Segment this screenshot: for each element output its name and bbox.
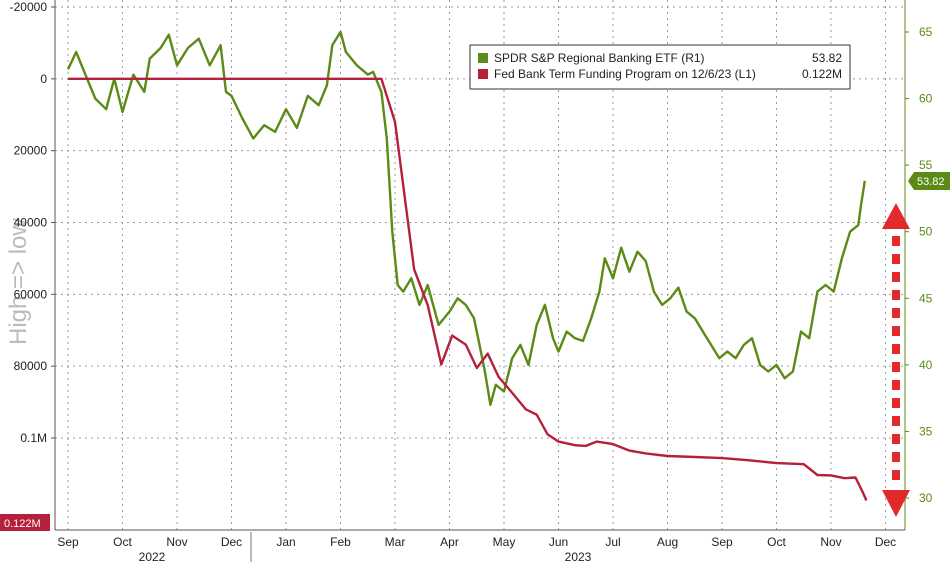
arrow-dash bbox=[892, 362, 900, 372]
x-axis-month-label: Feb bbox=[330, 535, 351, 549]
arrow-dash bbox=[892, 380, 900, 390]
x-axis-month-label: Sep bbox=[711, 535, 733, 549]
left-axis-tick-label: 0.1M bbox=[20, 431, 47, 445]
badge-shape-btfp bbox=[0, 514, 50, 531]
x-axis-month-label: Nov bbox=[166, 535, 187, 549]
x-axis-month-label: Apr bbox=[440, 535, 459, 549]
legend-label-etf: SPDR S&P Regional Banking ETF (R1) bbox=[494, 51, 705, 65]
arrow-dash bbox=[892, 236, 900, 246]
x-axis-month-label: Nov bbox=[820, 535, 841, 549]
left-axis-tick-label: -20000 bbox=[10, 0, 48, 14]
arrow-dash bbox=[892, 398, 900, 408]
arrow-dash bbox=[892, 272, 900, 282]
x-axis-month-label: Jan bbox=[276, 535, 295, 549]
right-axis: 30 35 40 45 50 55 60 65 bbox=[904, 0, 933, 530]
left-axis-tick-label: 0 bbox=[40, 72, 47, 86]
arrow-dash bbox=[892, 416, 900, 426]
right-axis-tick-label: 45 bbox=[919, 291, 933, 305]
series-line-etf bbox=[66, 30, 866, 406]
arrow-dash bbox=[892, 308, 900, 318]
arrow-dash bbox=[892, 470, 900, 480]
legend-box bbox=[469, 44, 851, 90]
x-axis-month-label: Dec bbox=[875, 535, 896, 549]
series-line-btfp bbox=[68, 77, 868, 501]
x-axis-month-label: May bbox=[493, 535, 516, 549]
x-axis-month-label: Jul bbox=[605, 535, 620, 549]
x-axis-month-label: Sep bbox=[57, 535, 79, 549]
red-arrow-annotation bbox=[882, 203, 910, 517]
x-axis-year-label: 2022 bbox=[139, 550, 166, 564]
right-axis-tick-label: 60 bbox=[919, 92, 933, 106]
legend: SPDR S&P Regional Banking ETF (R1) 53.82… bbox=[469, 44, 851, 90]
arrow-dash bbox=[892, 434, 900, 444]
last-value-badge-btfp: 0.122M bbox=[0, 514, 50, 531]
x-axis-month-label: Jun bbox=[549, 535, 568, 549]
legend-value-etf: 53.82 bbox=[812, 51, 842, 65]
left-axis-tick-label: 60000 bbox=[14, 287, 48, 301]
right-axis-tick-label: 55 bbox=[919, 158, 933, 172]
badge-text-etf: 53.82 bbox=[917, 176, 945, 188]
arrow-dash bbox=[892, 326, 900, 336]
left-axis: -20000 0 20000 40000 60000 80000 0.1M bbox=[10, 0, 56, 530]
left-axis-tick-label: 80000 bbox=[14, 359, 48, 373]
arrow-dash bbox=[892, 344, 900, 354]
legend-swatch-btfp bbox=[478, 69, 488, 79]
right-axis-tick-label: 35 bbox=[919, 424, 933, 438]
x-axis-month-label: Mar bbox=[385, 535, 406, 549]
left-axis-tick-label: 40000 bbox=[14, 216, 48, 230]
x-axis-month-label: Oct bbox=[767, 535, 786, 549]
x-axis: Sep Oct Nov Dec Jan Feb Mar Apr May Jun Jul Aug Sep O… bbox=[55, 529, 905, 564]
arrow-head-down bbox=[882, 490, 910, 517]
x-axis-month-label: Dec bbox=[221, 535, 242, 549]
x-axis-year-label: 2023 bbox=[565, 550, 592, 564]
last-value-badge-etf: 53.82 bbox=[908, 172, 950, 190]
x-axis-month-label: Aug bbox=[657, 535, 678, 549]
arrow-dash bbox=[892, 290, 900, 300]
legend-value-btfp: 0.122M bbox=[802, 67, 842, 81]
badge-shape-etf bbox=[908, 172, 950, 190]
arrow-dash bbox=[892, 254, 900, 264]
series-layer bbox=[66, 30, 868, 501]
watermark-text: High => low bbox=[5, 218, 32, 345]
legend-label-btfp: Fed Bank Term Funding Program on 12/6/23… bbox=[494, 67, 756, 81]
right-axis-tick-label: 65 bbox=[919, 25, 933, 39]
right-axis-tick-label: 30 bbox=[919, 491, 933, 505]
badge-text-btfp: 0.122M bbox=[4, 518, 41, 530]
arrow-dash bbox=[892, 452, 900, 462]
right-axis-tick-label: 40 bbox=[919, 358, 933, 372]
arrow-head-up bbox=[882, 203, 910, 229]
x-axis-month-label: Oct bbox=[113, 535, 132, 549]
left-axis-tick-label: 20000 bbox=[14, 144, 48, 158]
legend-swatch-etf bbox=[478, 53, 488, 63]
right-axis-tick-label: 50 bbox=[919, 225, 933, 239]
